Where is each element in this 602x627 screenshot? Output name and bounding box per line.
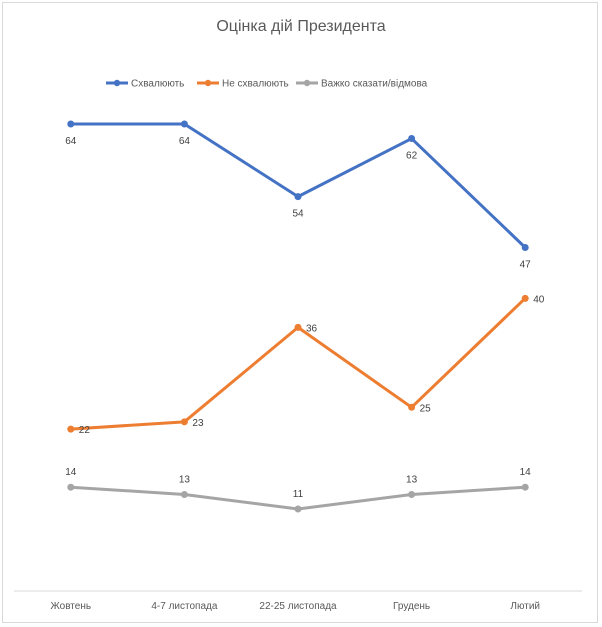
data-point (294, 323, 302, 331)
data-point (408, 135, 416, 143)
legend-dot-marker (303, 79, 311, 87)
legend-label: Схвалюють (131, 79, 184, 90)
data-point (294, 193, 302, 201)
data-label: 22 (79, 425, 91, 436)
legend: Схвалюють Не схвалюють Важко сказати/відмо… (106, 79, 428, 90)
legend-label: Важко сказати/відмова (321, 79, 428, 90)
data-label: 13 (179, 474, 191, 485)
x-tick-label: Лютий (510, 601, 540, 612)
data-point (67, 120, 75, 128)
x-tick-label: 22-25 листопада (259, 601, 337, 612)
series-2: 22 23 36 25 40 (67, 294, 545, 436)
data-point (294, 505, 302, 513)
data-point (521, 483, 529, 491)
data-label: 11 (293, 489, 304, 500)
legend-item: Не схвалюють (197, 79, 289, 90)
series-line (69, 122, 527, 249)
data-point (180, 418, 188, 426)
legend-dot-marker (113, 79, 121, 87)
legend-label: Не схвалюють (222, 79, 289, 90)
data-label: 47 (520, 259, 532, 270)
data-label: 64 (179, 136, 191, 147)
legend-item: Важко сказати/відмова (296, 79, 428, 90)
series-group: 64 64 54 62 47 22 23 36 25 40 14 13 11 13 14 (65, 120, 545, 513)
chart-title: Оцінка дій Президента (216, 18, 385, 35)
data-point (67, 483, 75, 491)
data-label: 64 (65, 136, 77, 147)
data-label: 13 (406, 474, 418, 485)
data-label: 36 (306, 323, 318, 334)
x-axis-tick-labels: Жовтень 4-7 листопада 22-25 листопада Груде… (51, 601, 540, 612)
data-point (180, 490, 188, 498)
data-label: 62 (406, 151, 418, 162)
data-point (408, 490, 416, 498)
x-tick-label: 4-7 листопада (151, 601, 217, 612)
legend-dot-marker (204, 79, 212, 87)
series-line (69, 296, 527, 431)
data-label: 14 (65, 467, 77, 478)
series-3: 14 13 11 13 14 (65, 467, 532, 513)
data-label: 25 (420, 403, 432, 414)
data-label: 23 (192, 418, 204, 429)
data-point (408, 403, 416, 411)
x-tick-label: Грудень (393, 601, 430, 612)
legend-item: Схвалюють (106, 79, 184, 90)
data-label: 54 (292, 209, 304, 220)
data-point (521, 243, 529, 251)
series-1: 64 64 54 62 47 (65, 120, 532, 270)
data-label: 14 (520, 467, 532, 478)
data-point (67, 425, 75, 433)
data-label: 40 (533, 294, 545, 305)
data-point (521, 294, 529, 302)
data-point (180, 120, 188, 128)
x-tick-label: Жовтень (51, 601, 92, 612)
